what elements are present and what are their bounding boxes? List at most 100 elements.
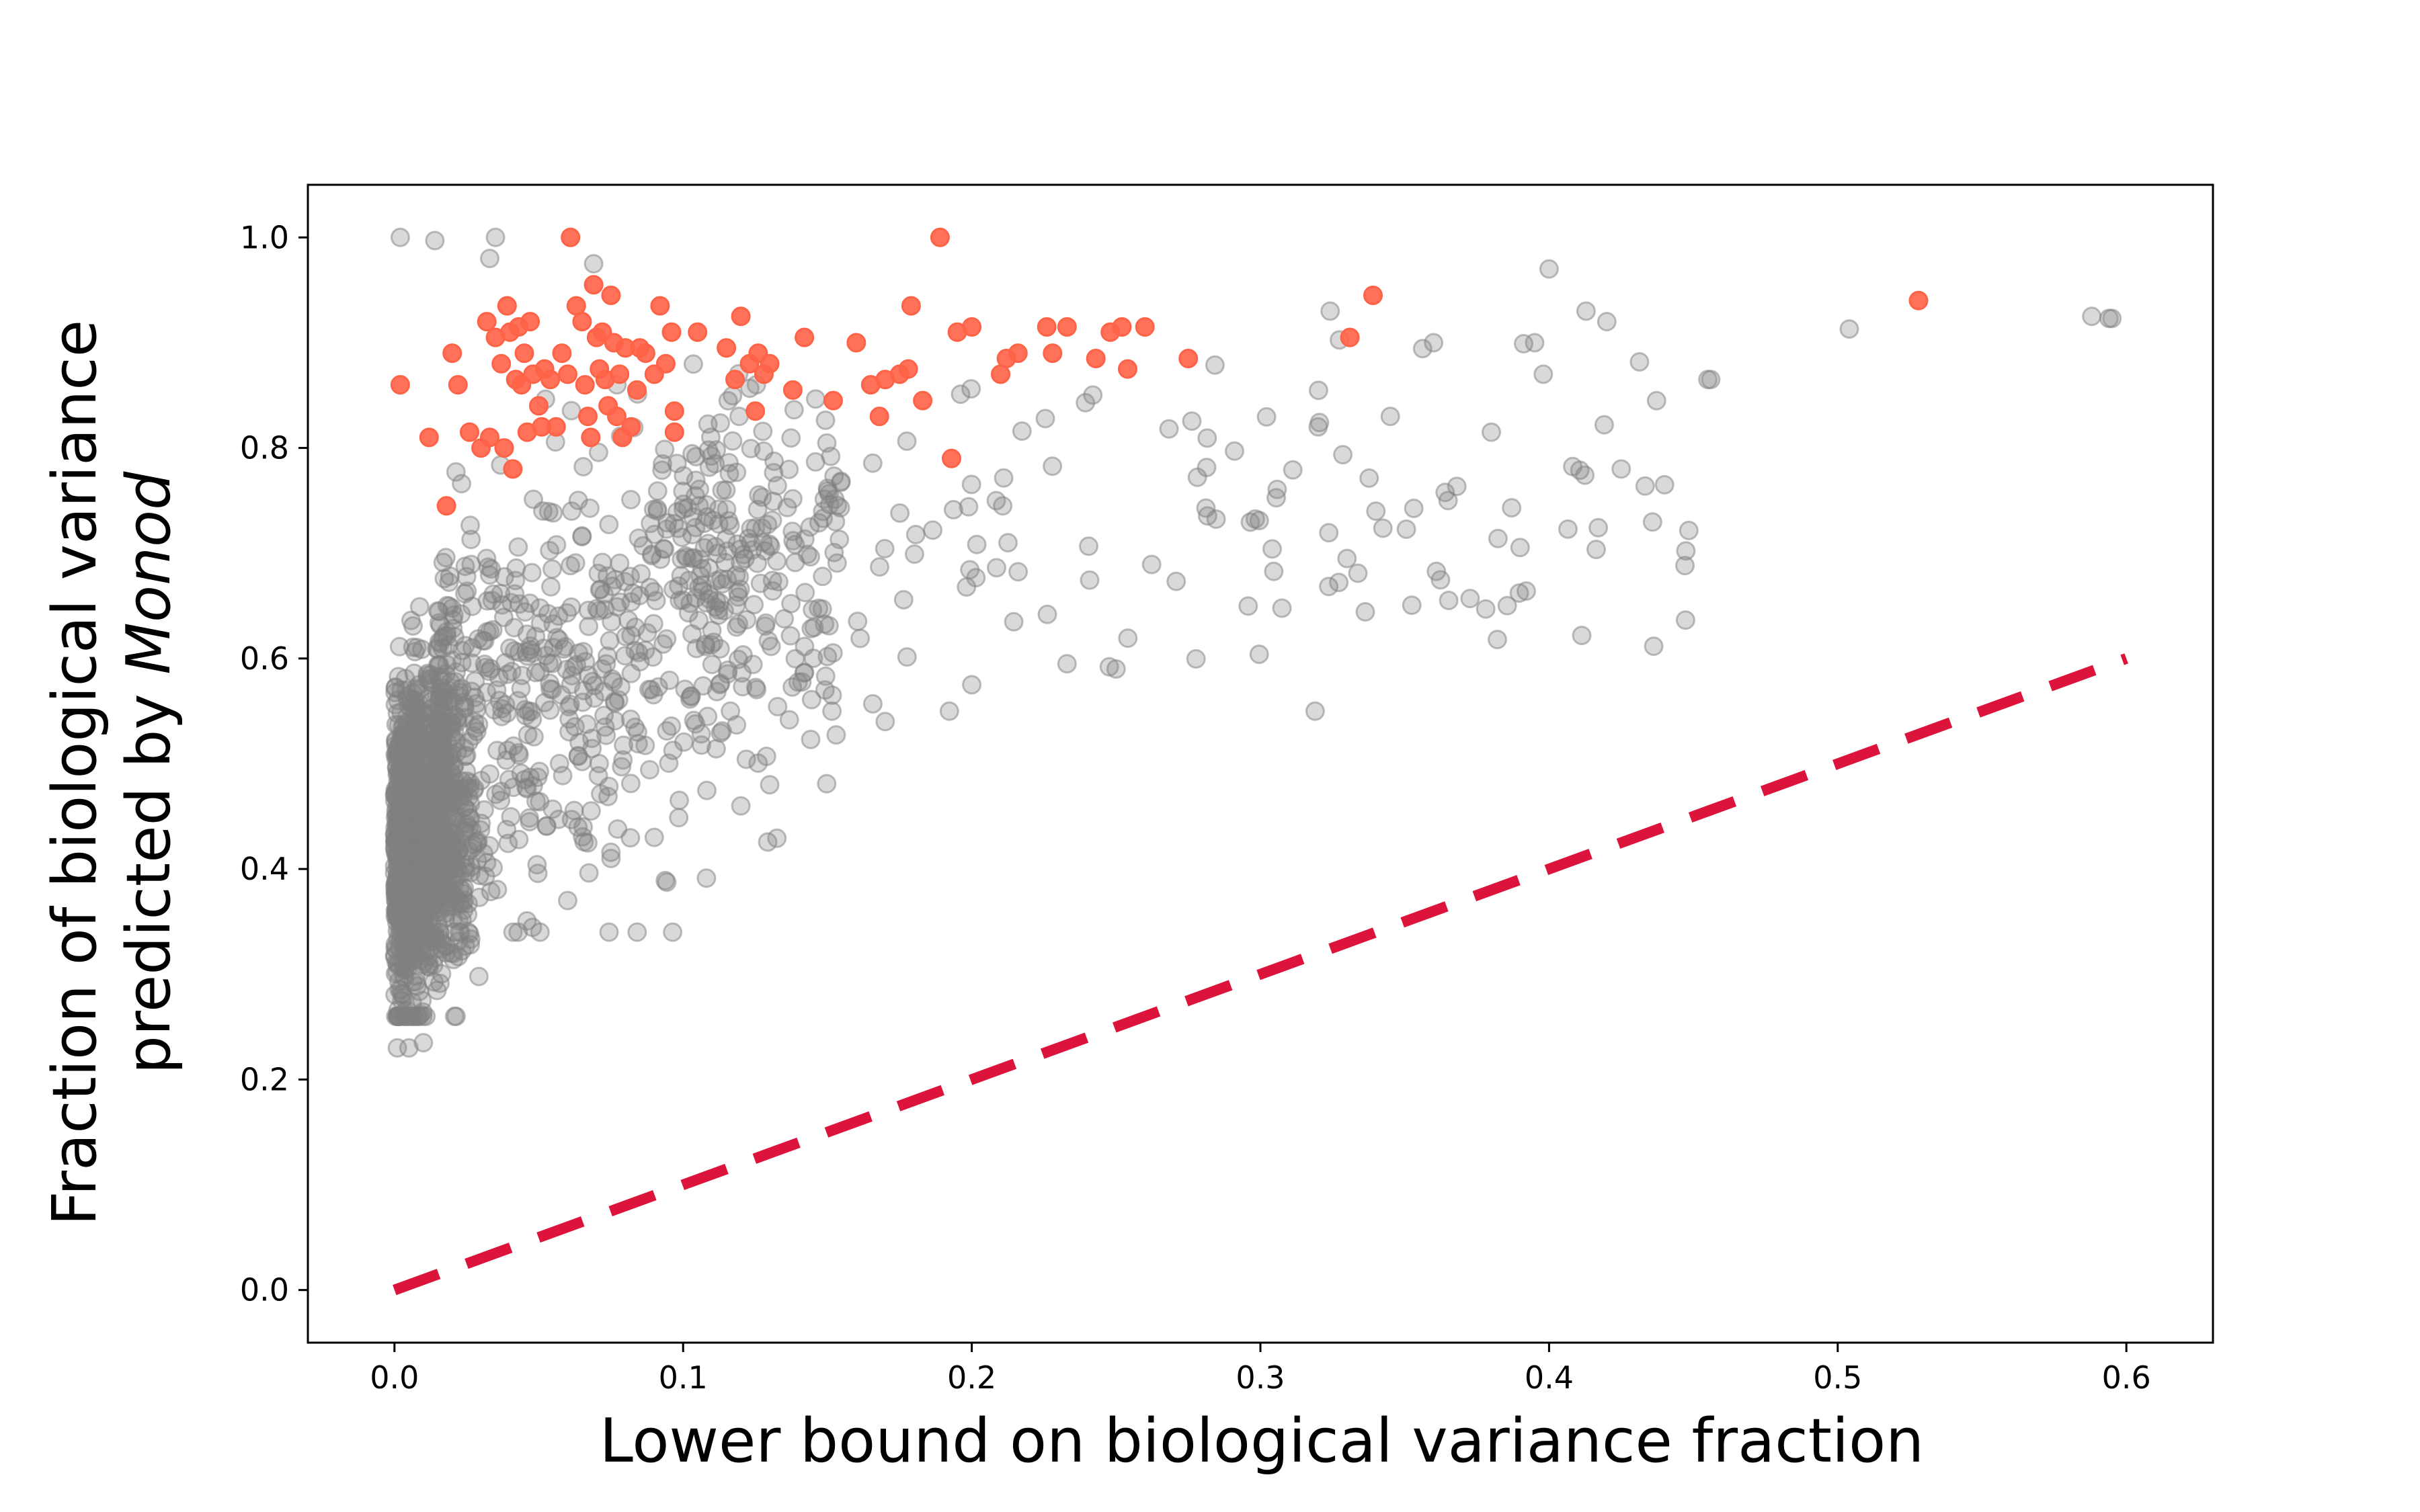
background-point xyxy=(862,694,883,714)
background-point xyxy=(720,515,740,536)
y-tick-label: 0.0 xyxy=(240,1272,289,1308)
highlight-point xyxy=(460,422,479,442)
background-point xyxy=(706,739,726,759)
highlight-point xyxy=(1037,317,1057,337)
background-point xyxy=(1679,520,1699,540)
background-point xyxy=(1106,659,1126,679)
background-point xyxy=(574,832,594,852)
background-point xyxy=(1141,554,1162,575)
background-point xyxy=(870,557,889,577)
background-point xyxy=(538,501,559,521)
background-point xyxy=(785,534,805,554)
highlight-point xyxy=(546,417,566,437)
highlight-point xyxy=(1008,343,1028,364)
highlight-point xyxy=(575,375,595,395)
background-point xyxy=(1205,355,1225,375)
background-point xyxy=(489,691,510,710)
background-point xyxy=(961,474,981,495)
background-point xyxy=(723,431,743,451)
y-axis-label-prefix: predicted by xyxy=(114,675,184,1075)
background-point xyxy=(581,801,601,821)
background-point xyxy=(583,254,604,274)
background-point xyxy=(567,655,586,675)
highlight-point xyxy=(552,343,572,364)
highlight-point xyxy=(503,459,523,479)
background-point xyxy=(683,354,703,374)
background-point xyxy=(452,474,472,494)
background-point xyxy=(428,738,448,758)
background-point xyxy=(653,454,672,474)
background-point xyxy=(1586,540,1606,560)
highlight-point xyxy=(529,396,549,416)
background-point xyxy=(1035,409,1055,429)
highlight-point xyxy=(581,427,601,448)
background-point xyxy=(503,922,523,942)
background-point xyxy=(1611,459,1631,479)
background-point xyxy=(1008,562,1028,582)
background-point xyxy=(630,585,650,605)
x-tick-label: 0.3 xyxy=(1236,1359,1285,1396)
y-axis-label-italic: Monod xyxy=(114,471,184,675)
background-point xyxy=(399,820,419,840)
background-point xyxy=(831,472,851,493)
background-point xyxy=(1533,364,1554,384)
background-point xyxy=(480,249,499,269)
highlight-point xyxy=(610,364,630,384)
background-point xyxy=(450,864,470,884)
highlight-point xyxy=(621,417,641,437)
background-point xyxy=(803,599,823,620)
background-point xyxy=(599,922,619,942)
background-point xyxy=(413,1033,434,1053)
background-point xyxy=(1355,602,1375,622)
background-point xyxy=(994,468,1014,488)
background-point xyxy=(747,679,767,700)
background-point xyxy=(1266,488,1286,508)
background-point xyxy=(387,1038,407,1058)
background-point xyxy=(483,857,503,878)
background-point xyxy=(663,922,683,942)
highlight-point xyxy=(1112,317,1132,337)
background-point xyxy=(1676,541,1696,561)
background-point xyxy=(748,753,768,773)
background-point xyxy=(986,491,1006,511)
background-point xyxy=(943,500,963,519)
background-point xyxy=(434,569,454,589)
background-point xyxy=(657,721,677,741)
background-point xyxy=(561,401,581,421)
background-point xyxy=(621,626,641,646)
background-point xyxy=(497,741,518,761)
y-tick-label: 0.8 xyxy=(240,430,289,466)
background-point xyxy=(723,386,743,406)
background-point xyxy=(444,950,464,970)
background-point xyxy=(897,647,917,667)
background-point xyxy=(693,581,713,601)
highlight-point xyxy=(583,275,604,295)
background-point xyxy=(731,796,751,816)
background-point xyxy=(540,577,561,597)
background-point xyxy=(534,638,554,659)
highlight-point xyxy=(664,401,684,421)
background-point xyxy=(659,753,679,773)
background-point xyxy=(385,678,405,698)
x-tick-label: 0.2 xyxy=(947,1359,996,1396)
background-point xyxy=(401,610,421,630)
background-point xyxy=(1438,491,1458,511)
background-point xyxy=(530,922,550,942)
background-point xyxy=(663,579,683,599)
highlight-point xyxy=(942,448,961,468)
background-point xyxy=(1245,509,1265,529)
background-point xyxy=(904,544,924,564)
highlight-point xyxy=(497,296,517,316)
highlight-point xyxy=(717,338,737,358)
background-point xyxy=(822,685,842,705)
background-point xyxy=(1646,390,1666,411)
highlight-point xyxy=(419,427,439,448)
highlight-point xyxy=(520,312,540,332)
background-point xyxy=(579,863,599,883)
background-point xyxy=(536,816,557,836)
highlight-point xyxy=(795,327,815,347)
background-point xyxy=(1333,445,1353,465)
background-point xyxy=(620,773,641,794)
background-point xyxy=(1539,259,1559,279)
highlight-point xyxy=(664,422,684,442)
